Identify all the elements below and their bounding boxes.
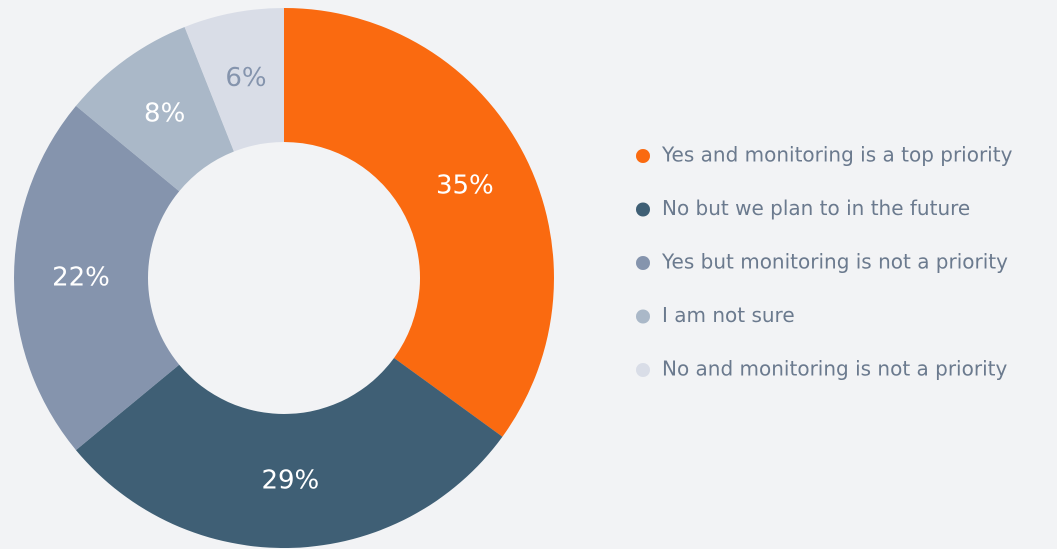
donut-slice: [75, 357, 503, 548]
legend-marker: [636, 149, 650, 163]
legend-marker: [636, 256, 650, 270]
legend-marker: [636, 309, 650, 324]
legend-marker: [636, 202, 650, 217]
legend-label: Yes and monitoring is a top priority: [661, 143, 1013, 167]
data-label: 8%: [144, 98, 185, 128]
legend-label: I am not sure: [662, 303, 795, 327]
donut-slice: [13, 105, 180, 451]
donut-slice: [184, 7, 284, 152]
donut-slice: [75, 26, 234, 192]
legend-label: No but we plan to in the future: [662, 196, 970, 220]
data-label: 35%: [436, 170, 494, 200]
legend-label: No and monitoring is not a priority: [662, 357, 1007, 381]
donut-slice: [284, 8, 554, 437]
data-label: 29%: [261, 465, 319, 495]
legend-marker: [636, 363, 650, 377]
data-label: 22%: [52, 263, 110, 293]
legend-label: Yes but monitoring is not a priority: [661, 250, 1008, 274]
data-label: 6%: [225, 63, 266, 93]
